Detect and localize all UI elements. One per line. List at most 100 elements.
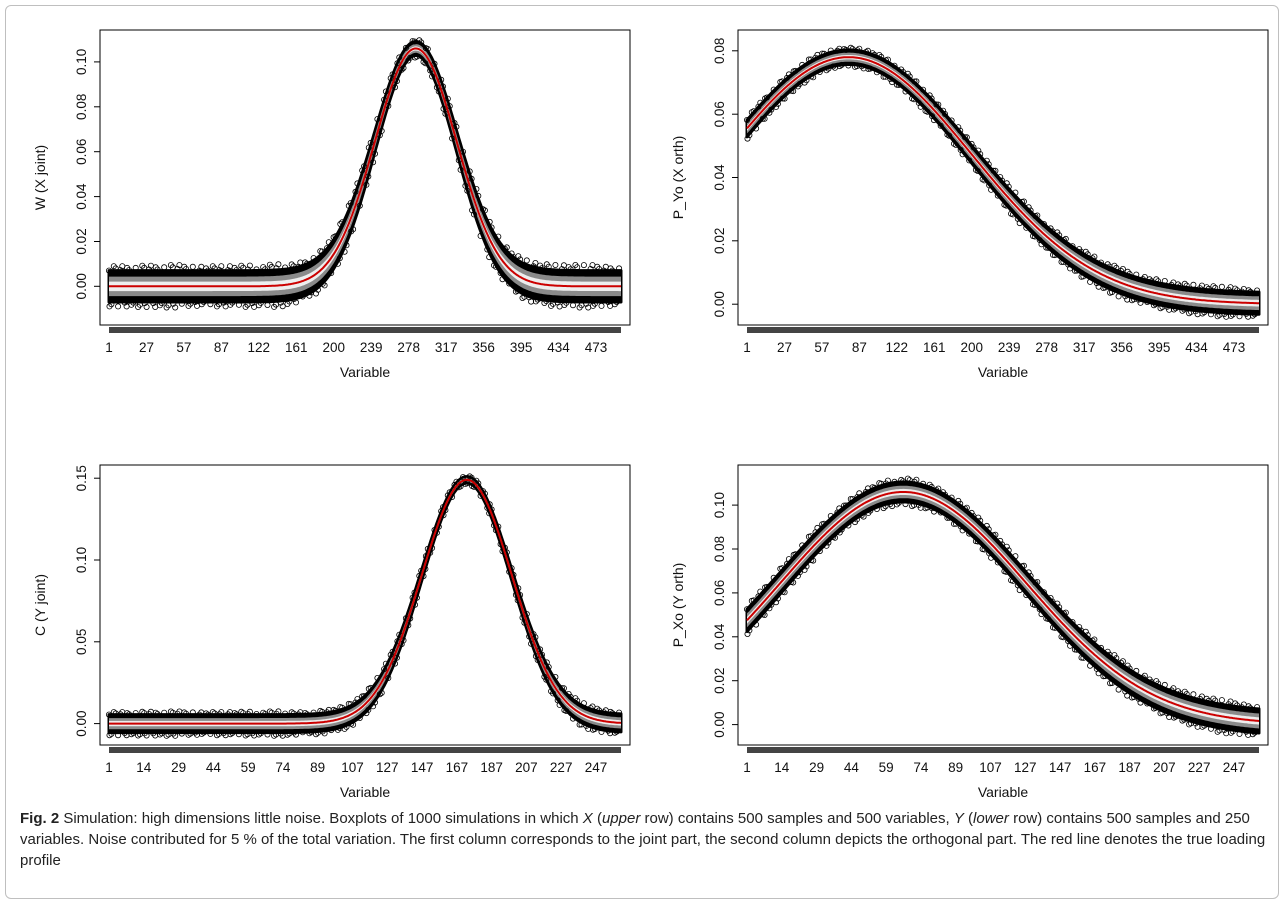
- outlier-point: [761, 115, 768, 122]
- outlier-point: [145, 266, 152, 273]
- outlier-point: [249, 300, 256, 307]
- outlier-point: [883, 57, 890, 64]
- outlier-point: [185, 302, 192, 309]
- outlier-point: [282, 710, 289, 717]
- x-tick-label: 200: [961, 340, 984, 355]
- outlier-point: [1208, 725, 1215, 732]
- outlier-point: [1190, 281, 1197, 288]
- outlier-point: [609, 710, 616, 717]
- outlier-point: [1118, 267, 1125, 274]
- outlier-point: [587, 705, 594, 712]
- outlier-point: [808, 73, 815, 80]
- outlier-point: [189, 263, 196, 270]
- outlier-point: [972, 166, 979, 173]
- x-tick-label: 29: [171, 760, 186, 775]
- outlier-point: [359, 167, 366, 174]
- outlier-point: [473, 185, 480, 192]
- outlier-point: [944, 131, 951, 138]
- outlier-point: [1170, 306, 1177, 313]
- outlier-point: [1012, 553, 1019, 560]
- outlier-point: [570, 715, 577, 722]
- true-loading-line: [109, 478, 622, 725]
- outlier-point: [317, 248, 324, 255]
- outlier-point: [909, 503, 916, 510]
- x-tick-label: 434: [547, 340, 570, 355]
- outlier-point: [416, 37, 423, 44]
- outlier-point: [590, 302, 597, 309]
- outlier-point: [893, 501, 900, 508]
- outlier-point: [962, 505, 969, 512]
- outlier-point: [359, 693, 366, 700]
- outlier-point: [1098, 259, 1105, 266]
- outlier-point: [167, 262, 174, 269]
- outlier-point: [1229, 311, 1236, 318]
- outlier-point: [920, 86, 927, 93]
- outlier-point: [948, 494, 955, 501]
- outlier-point: [1181, 688, 1188, 695]
- x-tick-label: 57: [176, 340, 191, 355]
- outlier-point: [121, 730, 128, 737]
- outlier-point: [902, 88, 909, 95]
- outlier-point: [1247, 705, 1254, 712]
- outlier-point: [860, 513, 867, 520]
- outlier-point: [181, 709, 188, 716]
- outlier-point: [174, 710, 181, 717]
- outlier-point: [979, 546, 986, 553]
- outlier-point: [429, 73, 436, 80]
- outlier-point: [303, 260, 310, 267]
- outlier-point: [746, 132, 753, 139]
- outlier-point: [497, 269, 504, 276]
- outlier-point: [244, 266, 251, 273]
- x-tick-label: 356: [472, 340, 495, 355]
- outlier-point: [1168, 687, 1175, 694]
- x-tick-label: 207: [1153, 760, 1176, 775]
- outlier-point: [611, 729, 618, 736]
- outlier-point: [174, 265, 181, 272]
- outlier-point: [200, 729, 207, 736]
- outlier-point: [805, 533, 812, 540]
- outlier-point: [1084, 632, 1091, 639]
- outlier-point: [913, 476, 920, 483]
- outlier-point: [370, 159, 377, 166]
- outlier-point: [1201, 309, 1208, 316]
- outlier-point: [1073, 267, 1080, 274]
- outlier-point: [1243, 310, 1250, 317]
- outlier-point: [181, 263, 188, 270]
- outlier-point: [748, 109, 755, 116]
- outlier-point: [469, 207, 476, 214]
- outlier-point: [823, 542, 830, 549]
- outlier-point: [216, 267, 223, 274]
- outlier-point: [590, 726, 597, 733]
- x-tick-label: 395: [510, 340, 533, 355]
- outlier-point: [391, 84, 398, 91]
- outlier-point: [994, 192, 1001, 199]
- outlier-point: [1067, 265, 1074, 272]
- outlier-point: [336, 255, 343, 262]
- outlier-point: [363, 181, 370, 188]
- outlier-point: [462, 182, 469, 189]
- x-tick-label: 1: [105, 340, 113, 355]
- outlier-point: [990, 532, 997, 539]
- outlier-point: [841, 502, 848, 509]
- outlier-point: [253, 711, 260, 718]
- x-tick-label: 59: [241, 760, 256, 775]
- outlier-point: [532, 298, 539, 305]
- outlier-point: [1119, 265, 1126, 272]
- y-tick-label: 0.08: [712, 536, 727, 562]
- outlier-point: [291, 295, 298, 302]
- outlier-point: [937, 509, 944, 516]
- outlier-point: [1040, 220, 1047, 227]
- outlier-point: [1197, 695, 1204, 702]
- outlier-point: [1199, 310, 1206, 317]
- outlier-point: [979, 176, 986, 183]
- outlier-point: [163, 732, 170, 739]
- outlier-point: [1141, 273, 1148, 280]
- outlier-point: [152, 709, 159, 716]
- outlier-point: [999, 177, 1006, 184]
- outlier-point: [915, 99, 922, 106]
- outlier-point: [1172, 305, 1179, 312]
- x-tick-label: 278: [397, 340, 420, 355]
- outlier-point: [589, 703, 596, 710]
- outlier-point: [1124, 662, 1131, 669]
- outlier-point: [559, 685, 566, 692]
